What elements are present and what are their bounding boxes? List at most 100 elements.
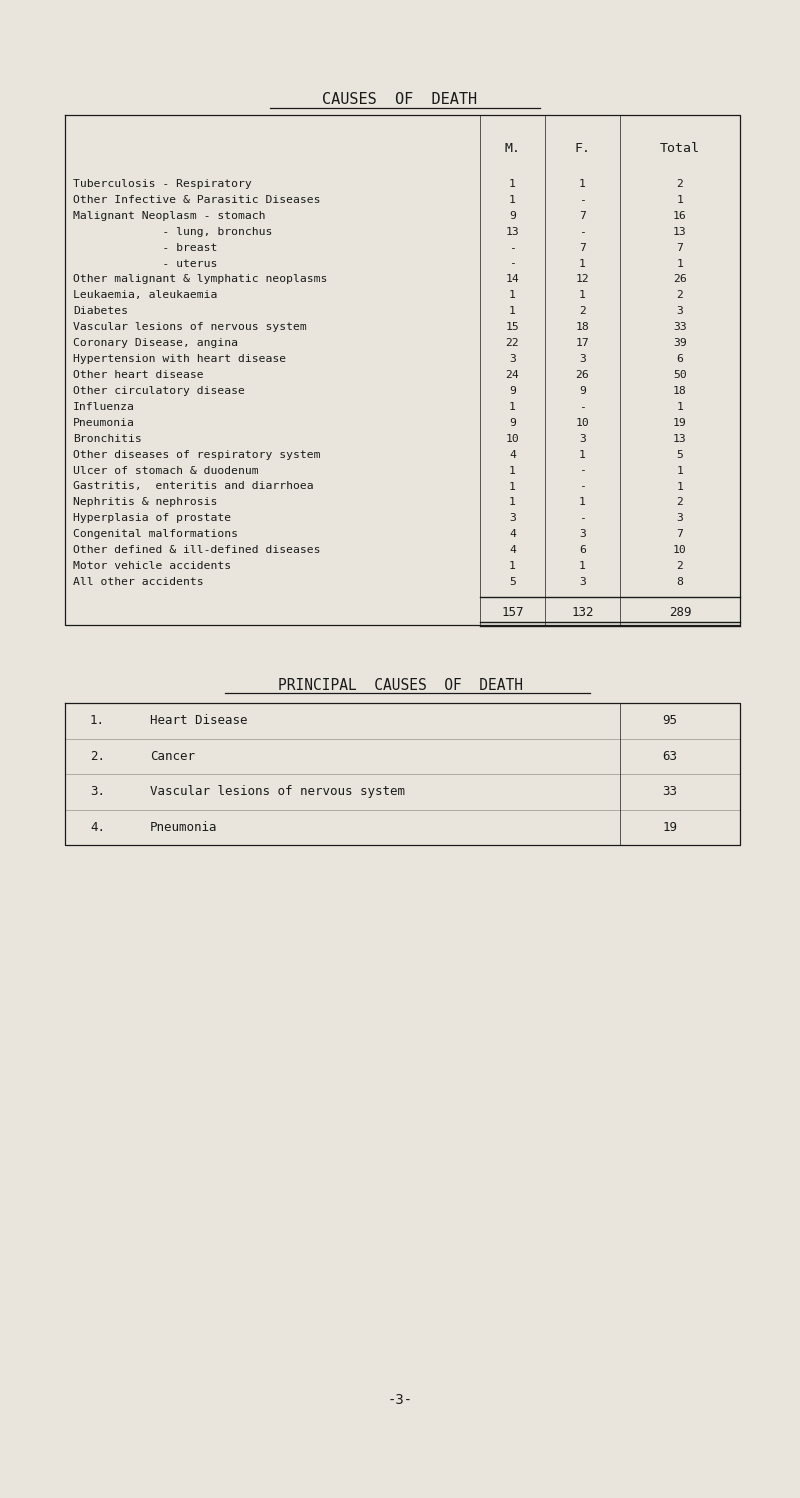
Text: 3.: 3. (90, 785, 105, 798)
Text: Nephritis & nephrosis: Nephritis & nephrosis (73, 497, 218, 508)
Text: -: - (579, 514, 586, 523)
Text: Influenza: Influenza (73, 401, 135, 412)
Text: 2: 2 (677, 562, 683, 571)
Text: Motor vehicle accidents: Motor vehicle accidents (73, 562, 231, 571)
Text: 5: 5 (677, 449, 683, 460)
Text: 1: 1 (579, 562, 586, 571)
Text: 3: 3 (509, 354, 516, 364)
Text: 10: 10 (576, 418, 590, 428)
Text: 1: 1 (579, 259, 586, 268)
Text: 1: 1 (509, 497, 516, 508)
Text: 1: 1 (579, 291, 586, 301)
Text: 26: 26 (673, 274, 687, 285)
Text: 1: 1 (677, 401, 683, 412)
Text: Vascular lesions of nervous system: Vascular lesions of nervous system (73, 322, 306, 333)
Text: 9: 9 (509, 386, 516, 395)
Text: 63: 63 (662, 750, 678, 762)
Text: 3: 3 (677, 307, 683, 316)
Text: 1: 1 (509, 178, 516, 189)
Text: - uterus: - uterus (73, 259, 218, 268)
Text: 6: 6 (579, 545, 586, 556)
Text: 50: 50 (673, 370, 687, 380)
Text: 1: 1 (579, 497, 586, 508)
Text: 8: 8 (677, 577, 683, 587)
Text: 2.: 2. (90, 750, 105, 762)
Text: 1: 1 (677, 466, 683, 475)
Text: PRINCIPAL  CAUSES  OF  DEATH: PRINCIPAL CAUSES OF DEATH (278, 677, 522, 692)
Text: 15: 15 (506, 322, 519, 333)
Text: 4.: 4. (90, 821, 105, 834)
Text: 18: 18 (576, 322, 590, 333)
Text: Total: Total (660, 141, 700, 154)
Text: Other Infective & Parasitic Diseases: Other Infective & Parasitic Diseases (73, 195, 321, 205)
Text: 1: 1 (509, 195, 516, 205)
Text: - breast: - breast (73, 243, 218, 253)
Text: 3: 3 (579, 529, 586, 539)
Text: 22: 22 (506, 339, 519, 348)
Text: 2: 2 (677, 291, 683, 301)
Text: 18: 18 (673, 386, 687, 395)
Text: Cancer: Cancer (150, 750, 195, 762)
Text: -: - (579, 195, 586, 205)
Text: 10: 10 (673, 545, 687, 556)
Text: 13: 13 (673, 434, 687, 443)
Text: 3: 3 (579, 354, 586, 364)
Text: 33: 33 (673, 322, 687, 333)
Text: 1: 1 (677, 481, 683, 491)
Text: -: - (579, 466, 586, 475)
Text: Pneumonia: Pneumonia (150, 821, 218, 834)
Text: 7: 7 (677, 529, 683, 539)
Text: 33: 33 (662, 785, 678, 798)
Text: 26: 26 (576, 370, 590, 380)
Text: Gastritis,  enteritis and diarrhoea: Gastritis, enteritis and diarrhoea (73, 481, 314, 491)
Text: 3: 3 (677, 514, 683, 523)
Text: Congenital malformations: Congenital malformations (73, 529, 238, 539)
Text: 39: 39 (673, 339, 687, 348)
Text: Other malignant & lymphatic neoplasms: Other malignant & lymphatic neoplasms (73, 274, 327, 285)
Text: M.: M. (505, 141, 521, 154)
Text: 3: 3 (579, 434, 586, 443)
Text: Diabetes: Diabetes (73, 307, 128, 316)
Text: 3: 3 (509, 514, 516, 523)
Text: 4: 4 (509, 529, 516, 539)
Text: 7: 7 (579, 211, 586, 220)
Text: -: - (509, 243, 516, 253)
Text: 7: 7 (677, 243, 683, 253)
Text: 2: 2 (677, 178, 683, 189)
Text: 1: 1 (509, 401, 516, 412)
Text: Pneumonia: Pneumonia (73, 418, 135, 428)
Text: Tuberculosis - Respiratory: Tuberculosis - Respiratory (73, 178, 252, 189)
Text: 4: 4 (509, 449, 516, 460)
Text: -: - (579, 401, 586, 412)
Text: Other heart disease: Other heart disease (73, 370, 204, 380)
Text: 9: 9 (509, 418, 516, 428)
Text: CAUSES  OF  DEATH: CAUSES OF DEATH (322, 93, 478, 108)
Text: -: - (579, 226, 586, 237)
Text: 1: 1 (677, 259, 683, 268)
Text: -3-: -3- (387, 1393, 413, 1407)
Text: Bronchitis: Bronchitis (73, 434, 142, 443)
Text: 2: 2 (677, 497, 683, 508)
Text: -: - (579, 481, 586, 491)
Text: 9: 9 (509, 211, 516, 220)
Text: 2: 2 (579, 307, 586, 316)
Text: 12: 12 (576, 274, 590, 285)
Text: Vascular lesions of nervous system: Vascular lesions of nervous system (150, 785, 405, 798)
Text: 1: 1 (579, 178, 586, 189)
Text: 19: 19 (673, 418, 687, 428)
Text: Other diseases of respiratory system: Other diseases of respiratory system (73, 449, 321, 460)
Text: 17: 17 (576, 339, 590, 348)
Text: 7: 7 (579, 243, 586, 253)
Text: 19: 19 (662, 821, 678, 834)
Text: 13: 13 (506, 226, 519, 237)
Text: 9: 9 (579, 386, 586, 395)
Text: 1: 1 (509, 562, 516, 571)
Text: 10: 10 (506, 434, 519, 443)
Text: 1: 1 (579, 449, 586, 460)
Text: -: - (509, 259, 516, 268)
Text: - lung, bronchus: - lung, bronchus (73, 226, 272, 237)
Text: Malignant Neoplasm - stomach: Malignant Neoplasm - stomach (73, 211, 266, 220)
Text: Other circulatory disease: Other circulatory disease (73, 386, 245, 395)
Text: 1: 1 (509, 481, 516, 491)
Text: Other defined & ill-defined diseases: Other defined & ill-defined diseases (73, 545, 321, 556)
